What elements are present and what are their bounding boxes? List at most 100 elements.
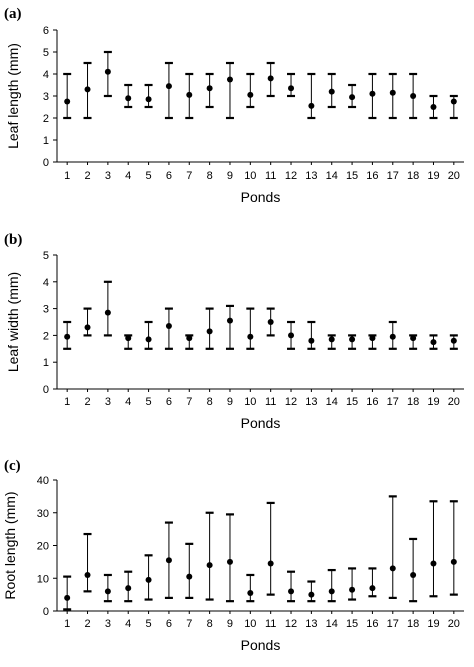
- x-tick-label: 1: [64, 618, 70, 630]
- mean-point: [288, 588, 295, 595]
- mean-point: [430, 104, 437, 110]
- x-tick-label: 11: [265, 396, 276, 408]
- x-tick-label: 7: [186, 618, 192, 630]
- panel-label: (c): [4, 458, 21, 474]
- mean-point: [165, 557, 172, 564]
- x-tick-label: 20: [448, 396, 460, 408]
- mean-point: [104, 68, 111, 75]
- x-tick-label: 14: [326, 170, 338, 182]
- x-tick-label: 9: [227, 618, 233, 630]
- mean-point: [430, 560, 437, 567]
- mean-point: [247, 333, 254, 340]
- x-tick-label: 15: [346, 396, 358, 408]
- x-tick-label: 12: [285, 170, 297, 182]
- mean-point: [226, 76, 233, 83]
- y-tick-label: 4: [43, 277, 49, 289]
- x-tick-label: 2: [84, 396, 90, 408]
- x-axis-title: Ponds: [241, 415, 281, 431]
- x-tick-label: 14: [326, 618, 338, 630]
- y-tick-label: 5: [43, 250, 49, 262]
- mean-point: [410, 335, 417, 342]
- y-tick-label: 3: [43, 91, 49, 103]
- mean-point: [308, 337, 315, 344]
- y-tick-label: 5: [43, 47, 49, 59]
- mean-point: [389, 565, 396, 572]
- mean-point: [104, 309, 111, 316]
- mean-point: [410, 93, 417, 99]
- mean-point: [206, 85, 213, 92]
- x-tick-label: 18: [407, 170, 419, 182]
- mean-point: [206, 562, 213, 569]
- mean-point: [165, 323, 172, 330]
- mean-point: [410, 571, 417, 578]
- mean-point: [84, 86, 91, 93]
- x-tick-label: 10: [244, 618, 256, 630]
- y-tick-label: 10: [37, 573, 49, 585]
- x-tick-label: 8: [207, 170, 213, 182]
- mean-point: [450, 558, 457, 565]
- y-tick-label: 1: [43, 135, 49, 147]
- y-tick-label: 30: [37, 508, 49, 520]
- x-tick-label: 17: [387, 170, 399, 182]
- x-tick-label: 20: [448, 170, 460, 182]
- mean-point: [104, 588, 111, 595]
- mean-point: [145, 336, 152, 343]
- mean-point: [389, 89, 396, 96]
- x-tick-label: 16: [366, 170, 378, 182]
- x-tick-label: 14: [326, 396, 338, 408]
- x-tick-label: 9: [227, 170, 233, 182]
- x-tick-label: 2: [84, 170, 90, 182]
- panel-label: (b): [4, 232, 22, 248]
- x-tick-label: 13: [305, 618, 317, 630]
- x-tick-label: 17: [387, 396, 399, 408]
- mean-point: [267, 319, 274, 325]
- y-tick-label: 0: [43, 606, 49, 618]
- x-tick-label: 1: [64, 396, 70, 408]
- mean-point: [186, 91, 193, 98]
- mean-point: [450, 98, 457, 105]
- x-tick-label: 18: [407, 396, 419, 408]
- x-tick-label: 6: [166, 170, 172, 182]
- y-tick-label: 0: [43, 384, 49, 396]
- mean-point: [226, 317, 233, 324]
- y-tick-label: 6: [43, 25, 49, 37]
- y-axis-title: Root length (mm): [2, 491, 18, 599]
- panel-label: (a): [4, 6, 22, 22]
- x-tick-label: 13: [305, 170, 317, 182]
- mean-point: [186, 573, 193, 580]
- mean-point: [369, 585, 376, 592]
- x-tick-label: 4: [125, 618, 131, 630]
- x-tick-label: 11: [265, 618, 276, 630]
- mean-point: [349, 336, 356, 343]
- mean-point: [186, 335, 193, 342]
- x-tick-label: 8: [207, 618, 213, 630]
- mean-point: [450, 337, 457, 344]
- mean-point: [145, 576, 152, 583]
- mean-point: [64, 333, 71, 340]
- mean-point: [64, 98, 71, 105]
- x-tick-label: 5: [146, 396, 152, 408]
- y-tick-label: 40: [37, 475, 49, 487]
- x-tick-label: 3: [105, 170, 111, 182]
- x-tick-label: 8: [207, 396, 213, 408]
- y-tick-label: 3: [43, 304, 49, 316]
- mean-point: [226, 558, 233, 565]
- mean-point: [328, 88, 335, 95]
- x-tick-label: 12: [285, 396, 297, 408]
- x-tick-label: 4: [125, 396, 131, 408]
- x-tick-label: 6: [166, 618, 172, 630]
- x-tick-label: 9: [227, 396, 233, 408]
- x-tick-label: 15: [346, 170, 358, 182]
- mean-point: [84, 571, 91, 578]
- x-tick-label: 3: [105, 396, 111, 408]
- x-axis-title: Ponds: [241, 189, 281, 205]
- mean-point: [125, 95, 132, 102]
- mean-point: [369, 90, 376, 97]
- x-tick-label: 10: [244, 170, 256, 182]
- y-tick-label: 20: [37, 541, 49, 553]
- x-tick-label: 3: [105, 618, 111, 630]
- x-tick-label: 10: [244, 396, 256, 408]
